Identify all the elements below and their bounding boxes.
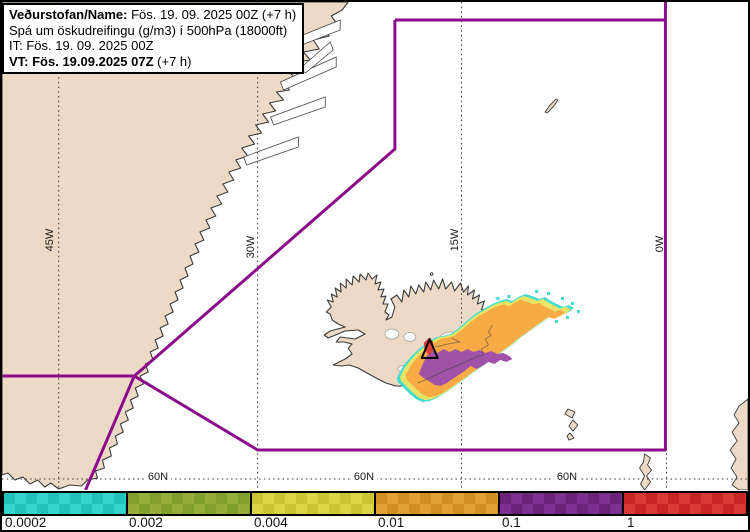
forecast-info-box: Veðurstofan/Name: Fös. 19. 09. 2025 00Z … [2,3,305,75]
legend-label: 0.004 [254,515,288,530]
concentration-legend: 0.0002 0.002 0.004 0.01 0.1 1 [2,491,748,530]
island-grimsey [429,272,434,276]
lat-label-60n-1: 60N [144,471,172,483]
legend-label: 0.01 [378,515,405,530]
lat-label-60n-3: 60N [553,471,581,483]
island-jan-mayen [544,98,559,114]
info-line-4: VT: Fös. 19.09.2025 07Z (+7 h) [9,53,192,69]
plume-contour-01 [418,349,513,386]
volcano-marker-icon [420,338,439,359]
coast-through-plume [417,324,493,384]
lon-label-30w: 30W [245,235,257,259]
legend-label: 0.0002 [5,515,47,530]
islands-faroe [564,408,576,419]
legend-labels-row: 0.0002 0.002 0.004 0.01 0.1 1 [2,515,748,530]
islands-shetland [639,453,653,490]
greenland-landmass [2,2,349,490]
legend-label: 0.1 [502,515,521,530]
ash-plume [396,290,580,402]
legend-label: 1 [627,515,635,530]
plume-specks-cyan [496,290,580,323]
boundary-polygon [2,2,667,490]
norway-coast [729,398,748,490]
info-line-1: Veðurstofan/Name: Fös. 19. 09. 2025 00Z … [9,7,297,22]
map-canvas [2,2,748,490]
legend-label: 0.002 [129,515,163,530]
legend-box-1 [498,491,624,516]
info-line-2: Spá um öskudreifingu (g/m3) í 500hPa (18… [9,22,288,38]
legend-box-10 [622,491,748,516]
legend-box-004 [250,491,376,516]
lon-label-0w: 0W [654,235,666,253]
lon-label-45w: 45W [44,228,56,252]
info-line-3: IT: Fös. 19. 09. 2025 00Z [9,38,154,54]
lon-label-15w: 15W [449,228,461,252]
legend-box-0002 [2,491,128,516]
legend-box-01 [374,491,500,516]
islands [429,98,748,490]
legend-box-002 [126,491,252,516]
legend-color-boxes [2,491,748,516]
lat-label-60n-2: 60N [350,471,378,483]
